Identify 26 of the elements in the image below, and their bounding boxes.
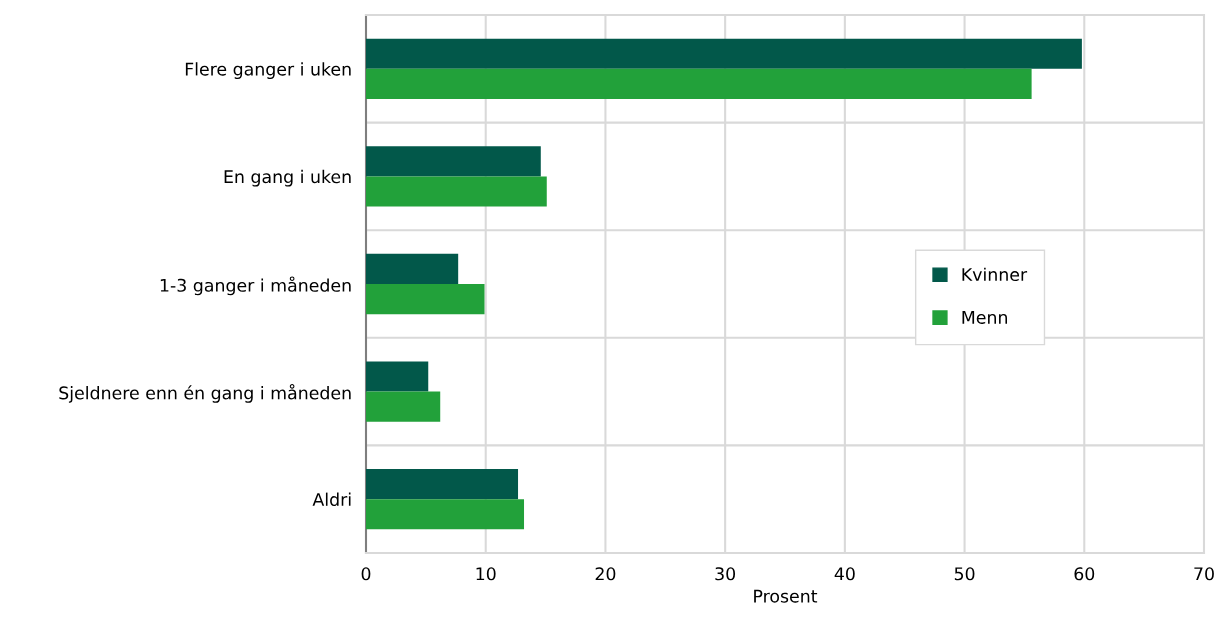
x-axis-title: Prosent [754,589,818,603]
y-tick-label: En gang i uken [224,169,351,187]
bar [366,68,1032,99]
bar [366,469,519,500]
x-tick-label: 50 [954,567,975,581]
bar [366,146,541,177]
bar [366,391,441,422]
y-tick-label: Flere ganger i uken [185,62,351,80]
bar [366,176,547,207]
x-tick-label: 70 [1194,567,1214,581]
legend-label: Menn [962,311,1007,324]
x-tick-label: 10 [476,567,496,581]
x-tick-label: 60 [1074,567,1095,581]
x-tick-label: 0 [361,567,371,581]
x-tick-label: 30 [715,567,736,581]
bar [366,253,459,284]
y-tick-label: 1-3 ganger i måneden [160,276,351,296]
bar [366,361,429,392]
x-tick-label: 40 [834,567,855,581]
bar [366,284,485,315]
x-tick-label: 20 [595,567,616,581]
y-tick-label: Aldri [312,492,351,507]
bar [366,38,1082,69]
bar [366,499,525,530]
legend-label: Kvinner [962,267,1028,282]
y-tick-label: Sjeldnere enn én gang i måneden [59,383,351,403]
